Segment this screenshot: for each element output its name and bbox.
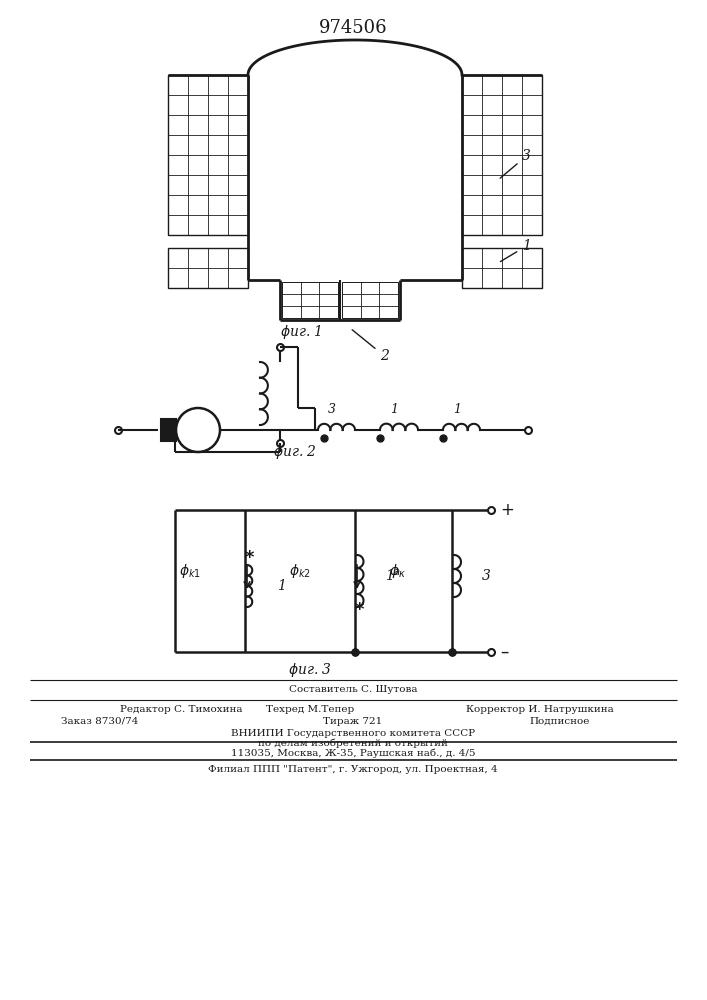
Text: $\phi_{\kappa}$: $\phi_{\kappa}$ <box>389 562 405 580</box>
Text: $\phi_{k2}$: $\phi_{k2}$ <box>289 562 311 580</box>
Bar <box>161 419 176 441</box>
Text: 2: 2 <box>352 330 389 363</box>
Text: Подписное: Подписное <box>530 716 590 726</box>
Text: +: + <box>500 501 514 519</box>
Text: Филиал ППП "Патент", г. Ужгород, ул. Проектная, 4: Филиал ППП "Патент", г. Ужгород, ул. Про… <box>208 764 498 774</box>
Text: $\phi$uг. 3: $\phi$uг. 3 <box>288 661 332 679</box>
Bar <box>462 75 542 235</box>
Text: –: – <box>500 643 508 661</box>
Text: 113035, Москва, Ж-35, Раушская наб., д. 4/5: 113035, Москва, Ж-35, Раушская наб., д. … <box>230 748 475 758</box>
Text: $\phi$uг. 1: $\phi$uг. 1 <box>280 323 322 341</box>
Text: Корректор И. Натрушкина: Корректор И. Натрушкина <box>466 706 614 714</box>
Text: Заказ 8730/74: Заказ 8730/74 <box>62 716 139 726</box>
Text: по делам изобретений и открытий: по делам изобретений и открытий <box>258 738 448 748</box>
Text: Составитель С. Шутова: Составитель С. Шутова <box>288 686 417 694</box>
Text: 1: 1 <box>390 403 398 416</box>
Text: *: * <box>244 549 254 567</box>
Bar <box>342 282 398 318</box>
Text: 1$^a$: 1$^a$ <box>385 568 402 584</box>
Text: 974506: 974506 <box>319 19 387 37</box>
Text: Техред М.Тепер: Техред М.Тепер <box>266 706 354 714</box>
Bar <box>168 248 248 288</box>
Bar <box>282 282 338 318</box>
Text: 3: 3 <box>328 403 336 416</box>
Text: 1: 1 <box>501 239 531 262</box>
Bar <box>462 248 542 288</box>
Text: 1: 1 <box>277 579 286 593</box>
Text: $\phi_{k1}$: $\phi_{k1}$ <box>179 562 201 580</box>
Text: Редактор С. Тимохина: Редактор С. Тимохина <box>120 706 243 714</box>
Text: 3: 3 <box>482 569 491 583</box>
Bar <box>168 75 248 235</box>
Text: 3: 3 <box>500 149 531 178</box>
Text: *: * <box>354 601 363 619</box>
Text: $\phi$uг. 2: $\phi$uг. 2 <box>273 443 317 461</box>
Text: ВНИИПИ Государственного комитета СССР: ВНИИПИ Государственного комитета СССР <box>231 728 475 738</box>
Text: Тираж 721: Тираж 721 <box>323 716 382 726</box>
Text: 1: 1 <box>453 403 461 416</box>
